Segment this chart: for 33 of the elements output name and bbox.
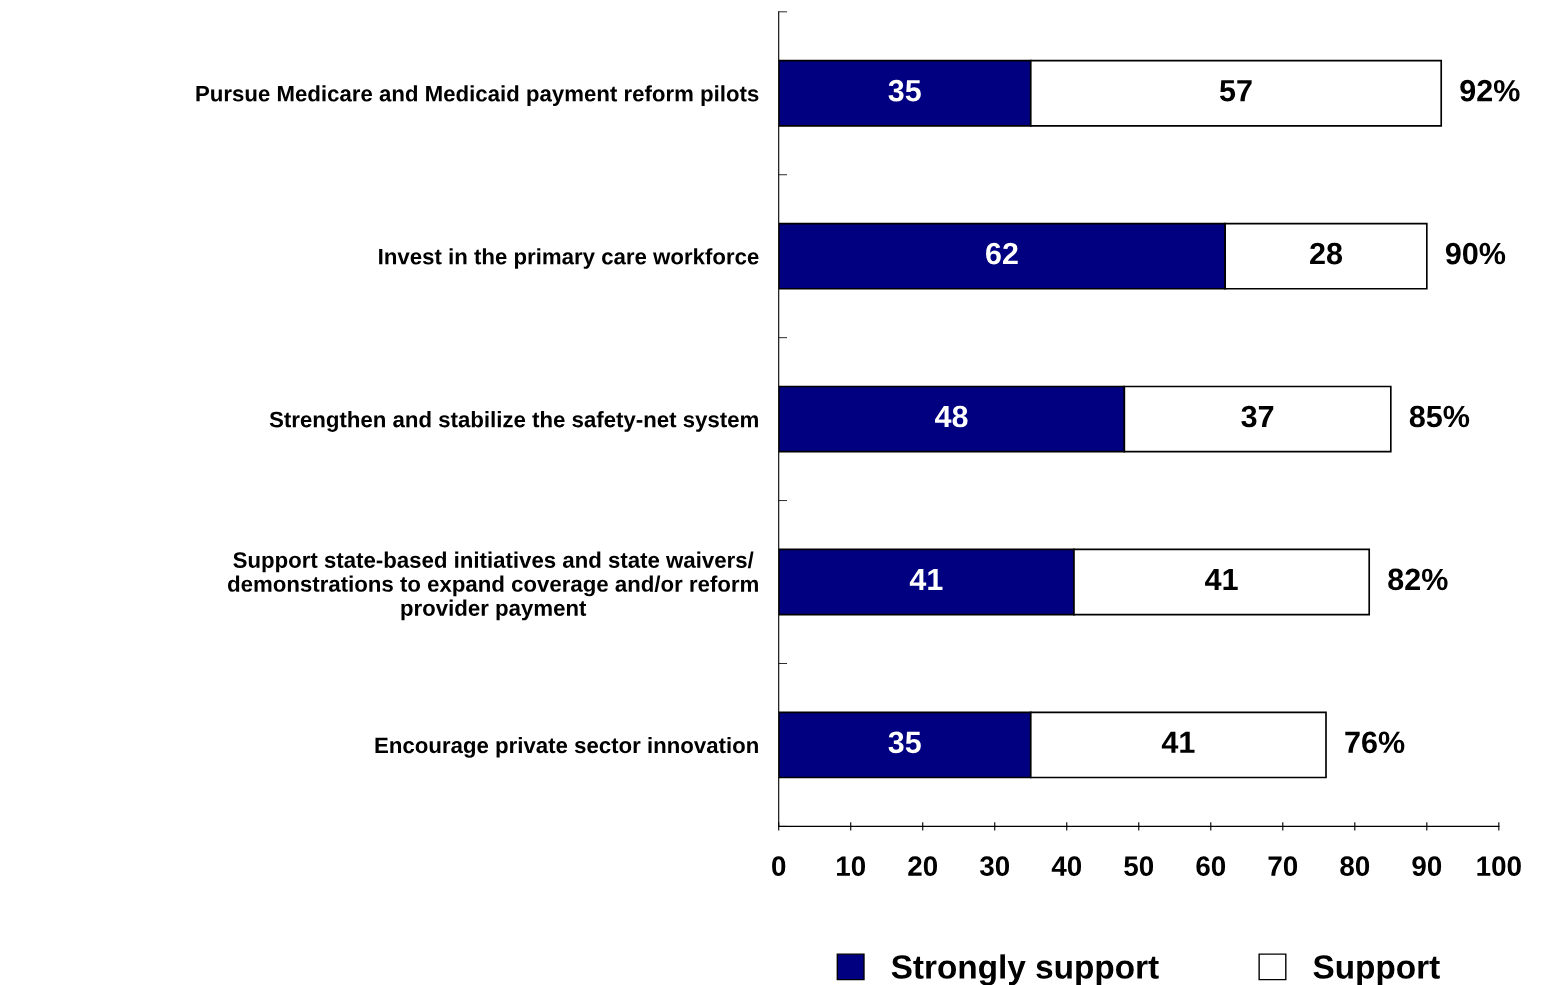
data-label: 57 <box>1219 80 1252 102</box>
legend-label: Support <box>1313 955 1440 985</box>
y-tick-label: Invest in the primary care workforce <box>379 248 759 269</box>
total-label: 76% <box>1345 731 1405 754</box>
data-label: 28 <box>1310 242 1343 265</box>
data-label: 35 <box>888 79 921 102</box>
x-tick-label: 60 <box>1196 856 1226 876</box>
data-label: 37 <box>1241 405 1274 428</box>
legend-label: Strongly support <box>891 954 1159 985</box>
x-tick-label: 70 <box>1268 856 1298 876</box>
data-label: 41 <box>909 568 943 590</box>
data-label: 41 <box>1205 568 1238 590</box>
y-tick-label: Pursue Medicare and Medicaid payment reform pilots <box>196 85 759 106</box>
data-label: 48 <box>935 405 968 428</box>
y-tick-label: Encourage private sector innovation <box>375 736 758 758</box>
x-tick-label: 50 <box>1124 856 1154 876</box>
y-tick-label: Support state-based initiatives and state waivers/ demonstrations to expand coverage and/or reform provider payment <box>228 551 758 621</box>
data-label: 41 <box>1161 731 1195 753</box>
data-label: 62 <box>986 242 1018 265</box>
x-tick-label: 40 <box>1051 856 1082 876</box>
total-label: 85% <box>1409 405 1470 428</box>
x-tick-label: 30 <box>979 856 1010 877</box>
x-tick-label: 10 <box>837 856 866 876</box>
x-tick-label: 90 <box>1412 856 1442 876</box>
x-tick-label: 20 <box>908 856 938 876</box>
x-tick-label: 100 <box>1477 856 1521 876</box>
x-tick-label: 0 <box>772 856 786 876</box>
x-tick-label: 80 <box>1340 856 1370 876</box>
y-tick-label: Strengthen and stabilize the safety-net system <box>269 411 758 432</box>
data-label: 35 <box>888 731 921 754</box>
total-label: 92% <box>1460 79 1520 102</box>
total-label: 82% <box>1388 568 1448 591</box>
total-label: 90% <box>1445 242 1506 265</box>
